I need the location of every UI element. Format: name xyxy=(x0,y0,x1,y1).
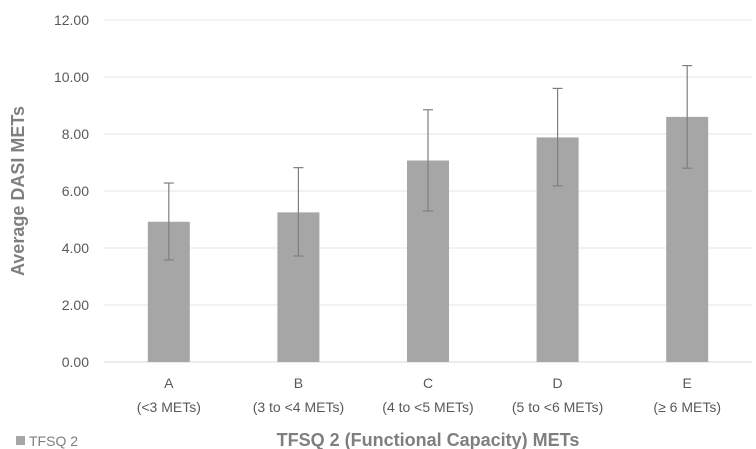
y-axis-tick-labels: 0.00 2.00 4.00 6.00 8.00 10.00 12.00 xyxy=(54,12,89,370)
y-tick-label: 12.00 xyxy=(54,12,89,28)
legend-label: TFSQ 2 xyxy=(29,433,78,449)
y-tick-label: 8.00 xyxy=(62,126,89,142)
x-category-range: (5 to <6 METs) xyxy=(512,399,603,415)
error-bars xyxy=(163,64,693,261)
error-bar xyxy=(293,167,304,257)
x-category-range: (≥ 6 METs) xyxy=(653,399,721,415)
x-category-letter: C xyxy=(423,375,433,391)
x-category-letter: A xyxy=(164,375,174,391)
error-bar xyxy=(423,109,433,212)
x-category-range: (4 to <5 METs) xyxy=(382,399,473,415)
x-category-letter: B xyxy=(294,375,303,391)
y-tick-label: 0.00 xyxy=(62,354,89,370)
legend-swatch xyxy=(16,436,25,445)
x-category-range: (<3 METs) xyxy=(137,399,201,415)
y-axis-title: Average DASI METs xyxy=(8,106,28,276)
x-category-range: (3 to <4 METs) xyxy=(253,399,344,415)
error-bar xyxy=(682,64,693,169)
x-category-letter: D xyxy=(553,375,563,391)
y-tick-label: 2.00 xyxy=(62,297,89,313)
y-tick-label: 10.00 xyxy=(54,69,89,85)
x-axis-category-labels: A (<3 METs) B (3 to <4 METs) C (4 to <5 METs)… xyxy=(137,375,721,415)
y-tick-label: 6.00 xyxy=(62,183,89,199)
error-bar xyxy=(552,87,563,187)
legend: TFSQ 2 xyxy=(16,433,78,449)
y-tick-label: 4.00 xyxy=(62,240,89,256)
x-category-letter: E xyxy=(683,375,692,391)
x-axis-title: TFSQ 2 (Functional Capacity) METs xyxy=(277,430,580,449)
error-bar xyxy=(163,182,174,261)
